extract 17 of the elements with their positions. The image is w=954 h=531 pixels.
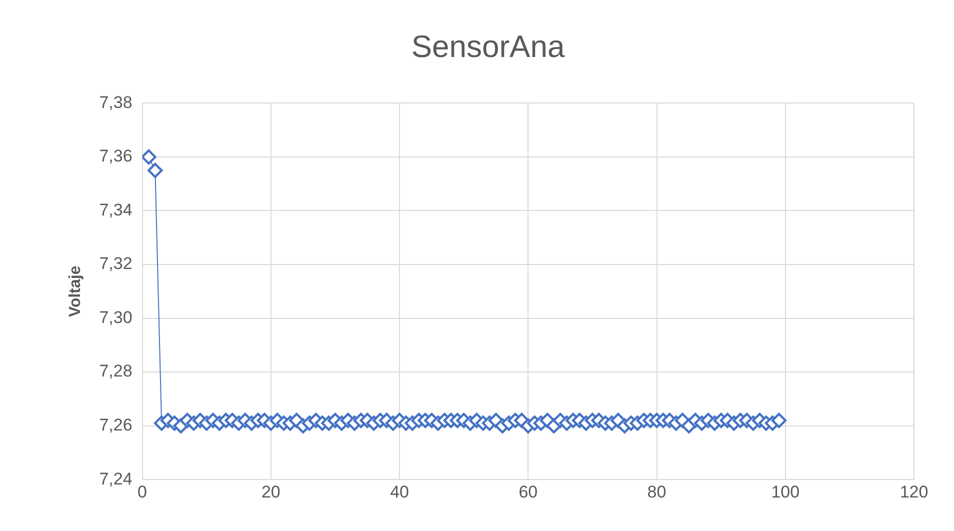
y-tick-label: 7,36 (99, 146, 132, 166)
y-tick-label: 7,34 (99, 200, 132, 220)
x-tick-label: 120 (900, 482, 928, 502)
chart-title: SensorAna (411, 29, 566, 64)
y-tick-label: 7,24 (99, 469, 132, 488)
x-tick-label: 0 (138, 482, 148, 502)
y-tick-label: 7,30 (99, 308, 132, 327)
y-tick-label: 7,32 (99, 254, 132, 274)
x-tick-label: 40 (390, 482, 409, 502)
y-tick-label: 7,28 (99, 362, 132, 381)
x-tick-label: 20 (261, 482, 280, 502)
y-axis-title: Voltaje (67, 266, 84, 318)
x-tick-label: 80 (647, 482, 666, 502)
y-tick-label: 7,26 (99, 416, 132, 435)
y-tick-label: 7,38 (99, 92, 132, 112)
x-tick-label: 60 (518, 482, 538, 502)
x-tick-label: 100 (771, 482, 800, 502)
